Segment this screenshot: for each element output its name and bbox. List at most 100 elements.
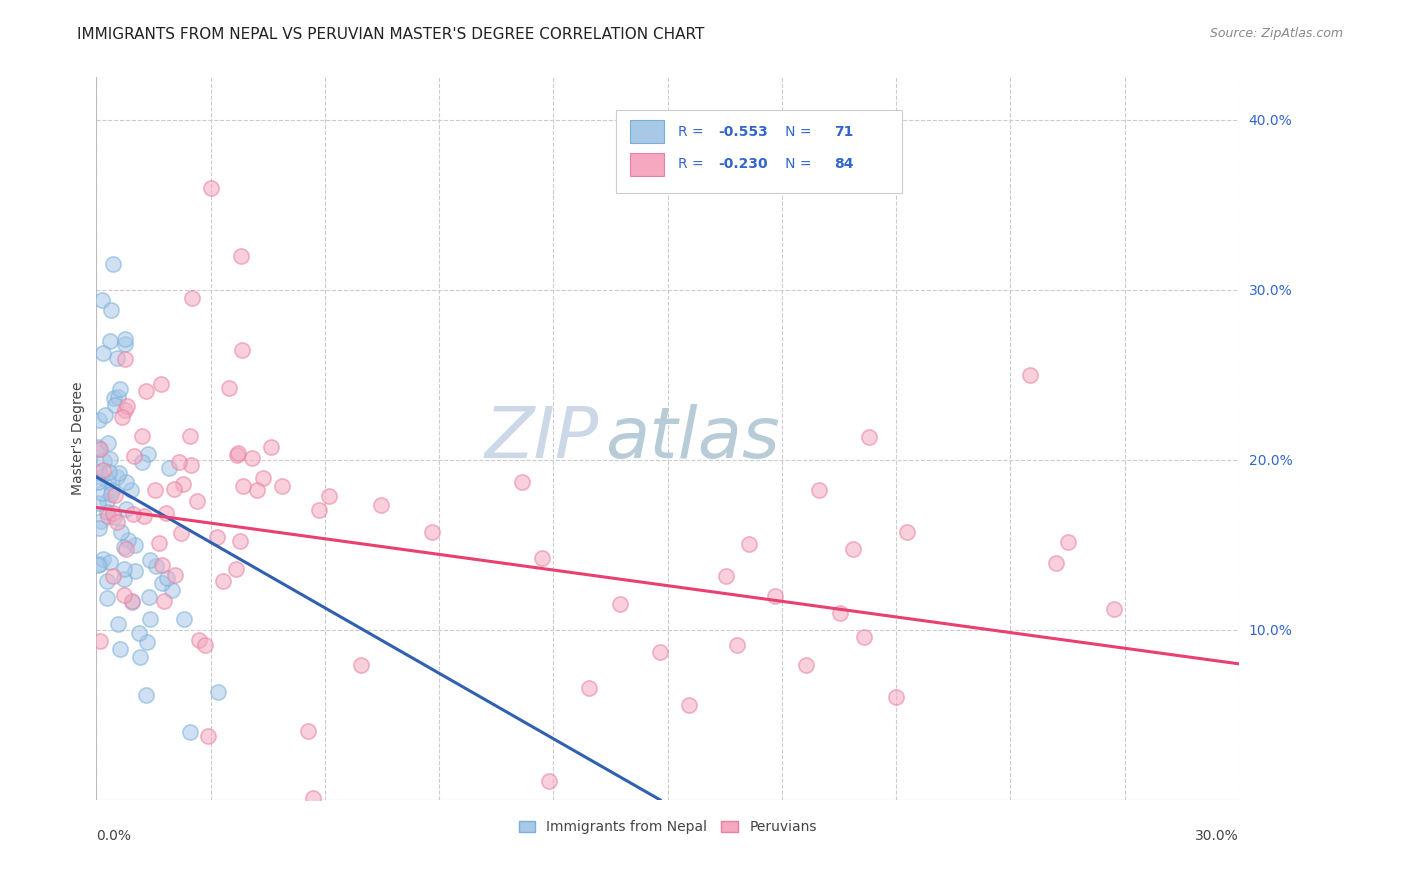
Point: [714, 569, 737, 583]
Point: [89, 633, 111, 648]
Point: [794, 658, 817, 673]
Point: [218, 381, 240, 395]
Point: [108, 467, 131, 481]
Point: [170, 526, 193, 541]
Point: [89, 413, 111, 427]
Point: [194, 638, 217, 652]
Point: [120, 483, 142, 497]
Point: [162, 583, 184, 598]
Point: [112, 562, 135, 576]
Point: [90, 486, 112, 500]
Point: [124, 564, 146, 578]
Point: [89, 442, 111, 457]
Point: [1018, 368, 1040, 382]
Point: [104, 398, 127, 412]
Point: [808, 483, 831, 497]
Text: R =: R =: [678, 125, 709, 138]
Text: 84: 84: [835, 157, 853, 171]
Point: [122, 507, 145, 521]
Y-axis label: Master's Degree: Master's Degree: [72, 382, 86, 495]
Point: [537, 774, 560, 789]
Point: [100, 303, 122, 318]
Point: [609, 597, 631, 611]
Point: [112, 572, 135, 586]
Text: 0.0%: 0.0%: [97, 829, 131, 843]
Point: [232, 479, 254, 493]
Text: -0.553: -0.553: [718, 125, 768, 138]
Point: [134, 509, 156, 524]
Point: [97, 509, 120, 524]
Point: [97, 475, 120, 489]
Point: [207, 685, 229, 699]
Point: [252, 471, 274, 485]
Point: [648, 645, 671, 659]
Point: [110, 524, 132, 539]
Point: [100, 487, 122, 501]
Point: [89, 521, 111, 535]
Point: [97, 465, 120, 479]
Point: [115, 399, 138, 413]
Point: [124, 538, 146, 552]
Point: [114, 352, 136, 367]
Point: [107, 616, 129, 631]
Point: [114, 475, 136, 489]
Point: [200, 181, 222, 195]
Point: [678, 698, 700, 713]
Point: [103, 391, 125, 405]
Point: [115, 501, 138, 516]
Legend: Immigrants from Nepal, Peruvians: Immigrants from Nepal, Peruvians: [513, 814, 823, 840]
Point: [139, 612, 162, 626]
Point: [180, 292, 202, 306]
FancyBboxPatch shape: [630, 153, 664, 176]
Point: [179, 724, 201, 739]
Point: [108, 642, 131, 657]
Point: [163, 568, 186, 582]
Point: [302, 791, 325, 805]
Text: atlas: atlas: [605, 404, 779, 473]
Point: [145, 558, 167, 573]
Point: [124, 449, 146, 463]
Point: [94, 409, 117, 423]
FancyBboxPatch shape: [616, 110, 901, 193]
Point: [108, 382, 131, 396]
Point: [87, 475, 110, 490]
Point: [271, 479, 294, 493]
Point: [89, 442, 111, 457]
Point: [155, 506, 177, 520]
Point: [153, 593, 176, 607]
Point: [231, 343, 253, 358]
Point: [135, 689, 157, 703]
Point: [173, 612, 195, 626]
Point: [318, 489, 340, 503]
Point: [157, 461, 180, 475]
Point: [853, 630, 876, 644]
Point: [105, 515, 128, 529]
Point: [89, 558, 111, 572]
Point: [131, 429, 153, 443]
FancyBboxPatch shape: [630, 120, 664, 144]
Point: [87, 558, 110, 573]
Point: [205, 530, 228, 544]
Point: [104, 488, 127, 502]
Point: [87, 441, 110, 455]
Point: [420, 524, 443, 539]
Text: 71: 71: [835, 125, 853, 138]
Point: [531, 551, 554, 566]
Point: [105, 351, 128, 365]
Point: [297, 723, 319, 738]
Text: -0.230: -0.230: [718, 157, 768, 171]
Point: [370, 498, 392, 512]
Point: [229, 533, 252, 548]
Point: [156, 571, 179, 585]
Point: [103, 509, 125, 524]
Point: [169, 455, 191, 469]
Point: [96, 591, 118, 606]
Point: [97, 435, 120, 450]
Point: [96, 505, 118, 519]
Point: [138, 447, 160, 461]
Point: [114, 402, 136, 417]
Point: [98, 334, 121, 348]
Point: [100, 483, 122, 498]
Point: [738, 537, 761, 551]
Point: [180, 458, 202, 472]
